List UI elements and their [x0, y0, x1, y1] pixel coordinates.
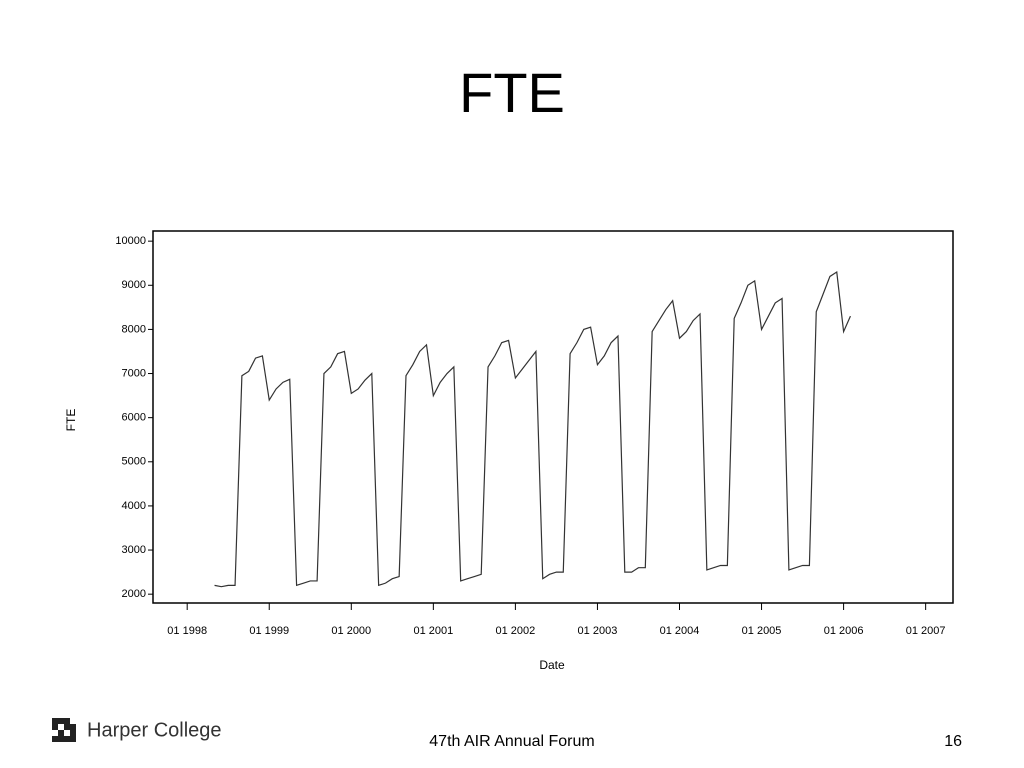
y-tick-label: 2000: [122, 588, 146, 600]
plot-frame: [152, 230, 954, 604]
footer-center: 47th AIR Annual Forum: [429, 733, 594, 750]
y-tick-label: 10000: [115, 235, 146, 247]
page-number: 16: [944, 733, 962, 750]
y-tick-label: 5000: [122, 456, 146, 468]
footer-left: Harper College: [87, 719, 222, 741]
y-tick-label: 6000: [122, 412, 146, 424]
y-tick-label: 9000: [122, 279, 146, 291]
x-tick-label: 01 2002: [496, 625, 536, 637]
logo: [52, 718, 76, 742]
x-tick-label: 01 2000: [331, 625, 371, 637]
y-tick-label: 3000: [122, 544, 146, 556]
y-tick-label: 8000: [122, 323, 146, 335]
y-tick-label: 4000: [122, 500, 146, 512]
slide-title: FTE: [459, 61, 565, 124]
data-line: [214, 271, 851, 588]
y-axis-label: FTE: [64, 409, 78, 432]
x-tick-label: 01 2006: [824, 625, 864, 637]
x-tick-label: 01 2004: [660, 625, 700, 637]
x-tick-label: 01 2003: [578, 625, 618, 637]
x-axis-label: Date: [539, 658, 565, 672]
x-tick-label: 01 1998: [167, 625, 207, 637]
x-tick-label: 01 1999: [249, 625, 289, 637]
x-tick-label: 01 2001: [413, 625, 453, 637]
x-tick-label: 01 2005: [742, 625, 782, 637]
x-tick-label: 01 2007: [906, 625, 946, 637]
y-tick-label: 7000: [122, 367, 146, 379]
